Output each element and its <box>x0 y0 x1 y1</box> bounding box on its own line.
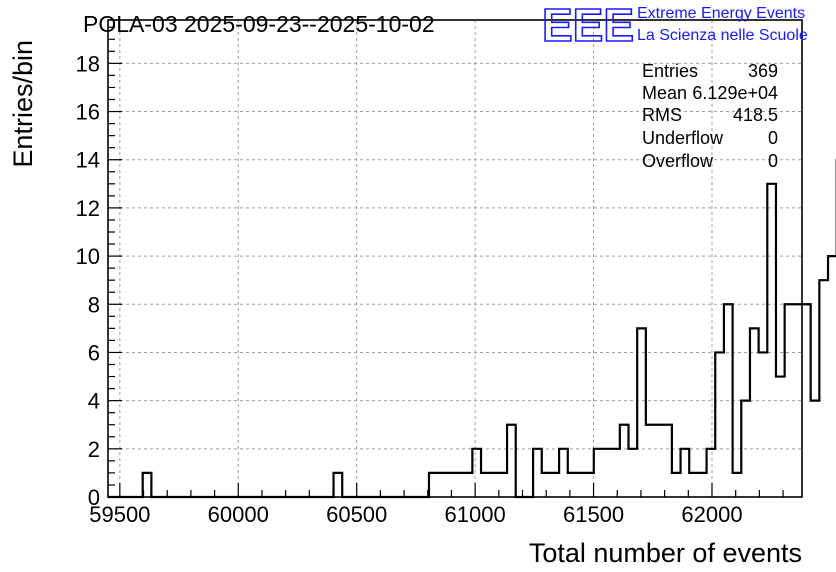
histogram-bin-51 <box>550 473 559 497</box>
stats-label-entries: Entries <box>642 61 698 81</box>
histogram-bin-60 <box>629 449 638 497</box>
histogram-bin-43 <box>481 473 490 497</box>
histogram-bin-52 <box>559 449 568 497</box>
stats-label-underflow: Underflow <box>642 128 724 148</box>
histogram-bin-66 <box>681 449 690 497</box>
histogram-bin-83 <box>828 256 836 497</box>
histogram-bin-67 <box>689 473 698 497</box>
y-axis-title: Entries/bin <box>8 40 38 168</box>
stats-label-overflow: Overflow <box>642 151 714 171</box>
histogram-bin-61 <box>637 328 646 497</box>
histogram-bin-37 <box>429 473 438 497</box>
y-tick-label-7: 14 <box>76 148 100 173</box>
y-tick-label-0: 0 <box>88 485 100 510</box>
x-axis: 59500 60000 60500 61000 61500 62000 <box>89 483 784 527</box>
x-axis-title: Total number of events <box>529 538 802 568</box>
x-tick-label-5: 62000 <box>681 502 742 527</box>
stats-value-underflow: 0 <box>768 128 778 148</box>
histogram-bin-38 <box>438 473 447 497</box>
histogram-bin-81 <box>811 401 820 497</box>
histogram-bin-58 <box>611 449 620 497</box>
histogram-bin-79 <box>793 304 802 497</box>
x-tick-label-2: 60500 <box>326 502 387 527</box>
histogram-bin-76 <box>767 184 776 497</box>
histogram-bin-68 <box>698 473 707 497</box>
eee-logo-mark: EEE <box>542 0 634 51</box>
histogram-bin-54 <box>576 473 585 497</box>
y-axis: 0 2 4 6 8 10 12 14 16 18 <box>76 26 122 510</box>
stats-value-entries: 369 <box>748 61 778 81</box>
histogram-bin-55 <box>585 473 594 497</box>
histogram-bin-63 <box>655 425 664 497</box>
y-tick-label-6: 12 <box>76 196 100 221</box>
stats-label-rms: RMS <box>642 105 682 125</box>
y-tick-label-3: 6 <box>88 340 100 365</box>
stats-box: Entries 369 Mean 6.129e+04 RMS 418.5 Und… <box>642 61 778 171</box>
logo-line-1: Extreme Energy Events <box>637 5 805 22</box>
histogram-bin-77 <box>776 377 785 497</box>
histogram-bin-70 <box>715 352 724 497</box>
histogram-bin-49 <box>533 449 542 497</box>
eee-logo: EEE Extreme Energy Events La Scienza nel… <box>541 0 808 52</box>
stats-label-mean: Mean <box>642 83 687 103</box>
histogram-bin-42 <box>472 449 481 497</box>
histogram-bin-64 <box>663 425 672 497</box>
histogram-bin-80 <box>802 304 811 497</box>
histogram-bin-57 <box>602 449 611 497</box>
histogram-bin-65 <box>672 473 681 497</box>
x-tick-label-4: 61500 <box>563 502 624 527</box>
logo-line-2: La Scienza nelle Scuole <box>637 27 808 44</box>
histogram-bin-44 <box>490 473 499 497</box>
y-tick-label-1: 2 <box>88 437 100 462</box>
stats-value-rms: 418.5 <box>733 105 778 125</box>
histogram-bin-75 <box>759 352 768 497</box>
x-tick-label-1: 60000 <box>208 502 269 527</box>
histogram-bin-56 <box>594 449 603 497</box>
histogram-bin-82 <box>819 280 828 497</box>
x-tick-label-3: 61000 <box>445 502 506 527</box>
histogram-bin-73 <box>741 401 750 497</box>
y-tick-label-2: 4 <box>88 389 100 414</box>
histogram-bin-59 <box>620 425 629 497</box>
histogram-bin-41 <box>464 473 473 497</box>
histogram-bin-74 <box>750 328 759 497</box>
y-tick-label-8: 16 <box>76 100 100 125</box>
histogram-bin-69 <box>707 449 716 497</box>
histogram-bin-78 <box>785 304 794 497</box>
histogram-bin-39 <box>446 473 455 497</box>
histogram-bin-72 <box>733 473 742 497</box>
histogram-bin-46 <box>507 425 516 497</box>
y-tick-label-9: 18 <box>76 51 100 76</box>
histogram-bin-53 <box>568 473 577 497</box>
chart-title: POLA-03 2025-09-23--2025-10-02 <box>83 11 435 37</box>
y-tick-label-5: 10 <box>76 244 100 269</box>
histogram-bin-26 <box>334 473 343 497</box>
histogram-bin-45 <box>498 473 507 497</box>
y-tick-label-4: 8 <box>88 292 100 317</box>
stats-value-overflow: 0 <box>768 151 778 171</box>
stats-value-mean: 6.129e+04 <box>692 83 778 103</box>
histogram-bin-62 <box>646 425 655 497</box>
x-tick-label-0: 59500 <box>89 502 150 527</box>
plot-frame <box>107 19 803 498</box>
histogram-bin-71 <box>724 304 733 497</box>
grid-lines <box>108 20 802 497</box>
histogram-bin-40 <box>455 473 464 497</box>
